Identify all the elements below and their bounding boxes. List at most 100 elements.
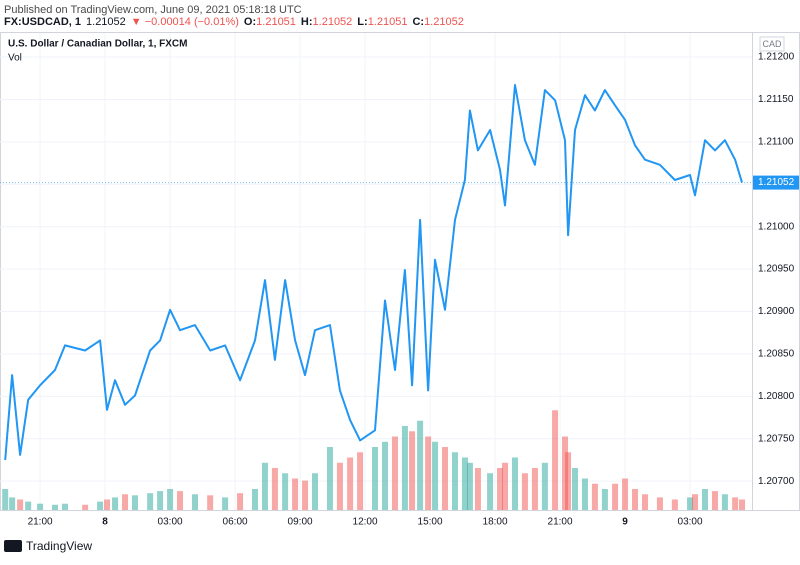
volume-bar: [451, 452, 458, 510]
brand-logo: [4, 540, 22, 552]
volume-bar: [372, 447, 379, 510]
volume-bar: [466, 462, 473, 510]
volume-bar: [52, 504, 59, 510]
ohlc-label: L:: [357, 16, 367, 28]
volume-label: Vol: [8, 53, 22, 64]
currency: CAD: [762, 39, 782, 49]
volume-bar: [601, 489, 608, 510]
volume-bar: [432, 441, 439, 510]
ohlc-value: 1.21051: [256, 16, 296, 28]
volume-bar: [671, 499, 678, 510]
volume-bar: [541, 462, 548, 510]
volume-bar: [442, 447, 449, 510]
volume-bar: [357, 452, 364, 510]
volume-bar: [17, 499, 24, 510]
volume-bar: [641, 494, 648, 510]
volume-bar: [622, 478, 629, 510]
volume-bar: [167, 489, 174, 510]
y-tick-label: 1.21200: [758, 52, 795, 63]
volume-bar: [292, 478, 299, 510]
ohlc-label: O:: [244, 16, 256, 28]
published-note: Published on TradingView.com, June 09, 2…: [4, 4, 302, 16]
volume-bar: [82, 504, 89, 510]
volume-bar: [207, 495, 214, 510]
volume-bar: [381, 441, 388, 510]
ohlc-value: 1.21052: [424, 16, 464, 28]
volume-bar: [391, 436, 398, 510]
volume-bar: [122, 494, 129, 510]
volume-bar: [711, 491, 718, 510]
volume-bar: [251, 489, 258, 510]
ohlc-value: 1.21052: [313, 16, 353, 28]
volume-bar: [417, 420, 424, 510]
volume-bar: [732, 497, 739, 510]
ohlc-value: 1.21051: [368, 16, 408, 28]
volume-bar: [581, 478, 588, 510]
ohlc-label: H:: [301, 16, 313, 28]
volume-bar: [112, 497, 119, 510]
x-tick-label: 15:00: [418, 517, 443, 528]
brand: TradingView: [26, 539, 92, 553]
volume-bar: [261, 462, 268, 510]
volume-bar: [312, 473, 319, 510]
x-tick-label: 21:00: [548, 517, 573, 528]
volume-bar: [401, 426, 408, 510]
y-tick-label: 1.20900: [758, 306, 795, 317]
volume-bar: [701, 489, 708, 510]
volume-bar: [302, 480, 309, 510]
volume-bar: [131, 495, 138, 510]
volume-bar: [739, 499, 746, 510]
volume: [2, 410, 746, 510]
symbol: FX:USDCAD, 1: [4, 16, 81, 28]
volume-bar: [461, 457, 468, 510]
volume-bar: [502, 462, 509, 510]
y-tick-label: 1.21000: [758, 221, 795, 232]
x-tick-label: 21:00: [28, 517, 53, 528]
y-tick-label: 1.21100: [758, 137, 794, 148]
volume-bar: [347, 457, 354, 510]
volume-bar: [425, 436, 432, 510]
x-tick-label: 03:00: [678, 517, 703, 528]
last-price: 1.21052: [86, 16, 126, 28]
legend-bar: FX:USDCAD, 1 1.21052 ▼ −0.00014 (−0.01%) O:…: [4, 16, 464, 28]
volume-bar: [521, 473, 528, 510]
volume-bar: [497, 468, 504, 510]
volume-bar: [571, 468, 578, 510]
volume-bar: [97, 501, 104, 510]
volume-bar: [632, 489, 639, 510]
volume-bar: [2, 489, 9, 510]
volume-bar: [104, 499, 111, 510]
y-tick-label: 1.20800: [758, 391, 795, 402]
x-tick-label: 12:00: [353, 517, 378, 528]
volume-bar: [721, 494, 728, 510]
y-tick-label: 1.21150: [758, 94, 794, 105]
y-tick-label: 1.20850: [758, 349, 795, 360]
x-tick-label: 09:00: [288, 517, 313, 528]
volume-bar: [25, 501, 32, 510]
volume-bar: [37, 503, 44, 510]
y-tick-label: 1.20700: [758, 476, 795, 487]
volume-bar: [474, 468, 481, 510]
volume-bar: [9, 497, 16, 510]
x-tick-label: 9: [622, 517, 628, 528]
volume-bar: [282, 473, 289, 510]
last-price-label: 1.21052: [758, 177, 795, 188]
volume-bar: [562, 436, 569, 510]
volume-bar: [177, 491, 184, 510]
volume-bar: [487, 473, 494, 510]
y-tick-label: 1.20750: [758, 433, 795, 444]
currency-box: [759, 36, 785, 52]
volume-bar: [61, 503, 68, 510]
x-tick-label: 18:00: [483, 517, 508, 528]
volume-bar: [409, 431, 416, 510]
volume-bar: [591, 483, 598, 510]
volume-bar: [271, 468, 278, 510]
volume-bar: [552, 410, 559, 510]
volume-bar: [237, 493, 244, 510]
y-tick-label: 1.20950: [758, 264, 795, 275]
volume-bar: [656, 497, 663, 510]
ohlc-label: C:: [412, 16, 424, 28]
series-title: U.S. Dollar / Canadian Dollar, 1, FXCM: [8, 39, 187, 50]
axes: 1.20700 1.20750 1.20800 1.20850 1.20900 1.209…: [28, 52, 799, 528]
